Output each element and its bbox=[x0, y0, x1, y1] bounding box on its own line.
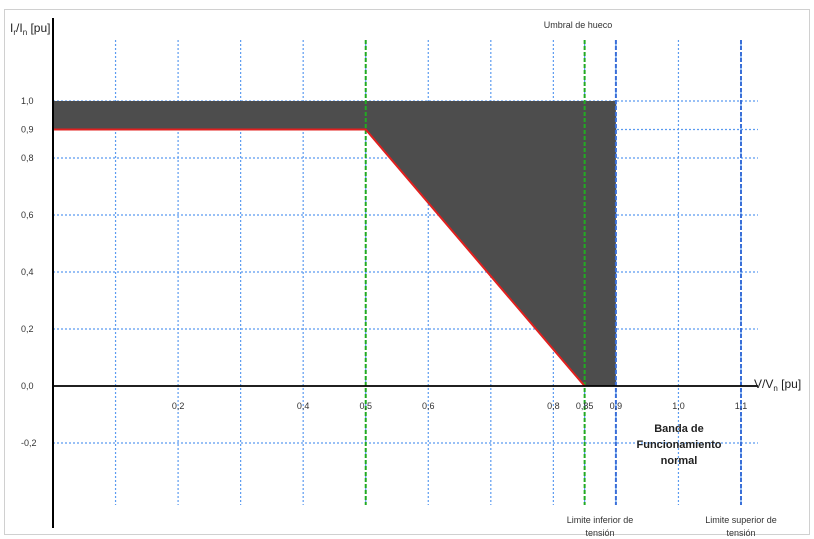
y-tick-label-1: 0,9 bbox=[21, 125, 34, 135]
annotation-lim-sup-line1: Limite superior de bbox=[705, 515, 777, 525]
annotation-band-line1: Banda de bbox=[654, 423, 704, 435]
x-tick-label-5: 0,85 bbox=[576, 401, 594, 411]
x-tick-label-7: 1,0 bbox=[672, 401, 685, 411]
annotation-lim-inf-line1: Limite inferior de bbox=[567, 515, 634, 525]
y-tick-label-5: 0,2 bbox=[21, 324, 34, 334]
axes bbox=[52, 18, 758, 528]
y-tick-label-4: 0,4 bbox=[21, 267, 34, 277]
annotation-band-line2: Funcionamiento bbox=[637, 439, 722, 451]
x-tick-label-2: 0,5 bbox=[359, 401, 372, 411]
y-tick-label-2: 0,8 bbox=[21, 153, 34, 163]
reference-lines bbox=[364, 40, 742, 505]
annotation-band-line3: normal bbox=[661, 455, 698, 467]
annotation-lim-inf-line2: tensión bbox=[585, 528, 614, 538]
x-tick-label-4: 0,8 bbox=[547, 401, 560, 411]
x-axis-label: V/Vn [pu] bbox=[754, 377, 801, 393]
shaded-region bbox=[53, 101, 616, 386]
y-tick-label-7: -0,2 bbox=[21, 438, 37, 448]
x-tick-label-1: 0,4 bbox=[297, 401, 310, 411]
x-tick-label-8: 1,1 bbox=[735, 401, 748, 411]
annotation-umbral: Umbral de hueco bbox=[544, 20, 613, 30]
y-tick-label-6: 0,0 bbox=[21, 381, 34, 391]
tick-labels: 0,2 0,4 0,5 0,6 0,8 0,85 0,9 1,0 1,1 1,0 0,9 0,8 0,6… bbox=[21, 96, 747, 448]
y-tick-label-0: 1,0 bbox=[21, 96, 34, 106]
x-tick-label-3: 0,6 bbox=[422, 401, 435, 411]
curve-point-0-1 bbox=[364, 128, 367, 131]
annotation-lim-sup-line2: tensión bbox=[726, 528, 755, 538]
y-tick-label-3: 0,6 bbox=[21, 210, 34, 220]
y-axis-label: Ir/In [pu] bbox=[10, 21, 51, 37]
chart-border bbox=[4, 9, 810, 535]
shaded-polygon bbox=[53, 101, 616, 386]
x-tick-label-6: 0,9 bbox=[610, 401, 623, 411]
x-tick-label-0: 0,2 bbox=[172, 401, 185, 411]
